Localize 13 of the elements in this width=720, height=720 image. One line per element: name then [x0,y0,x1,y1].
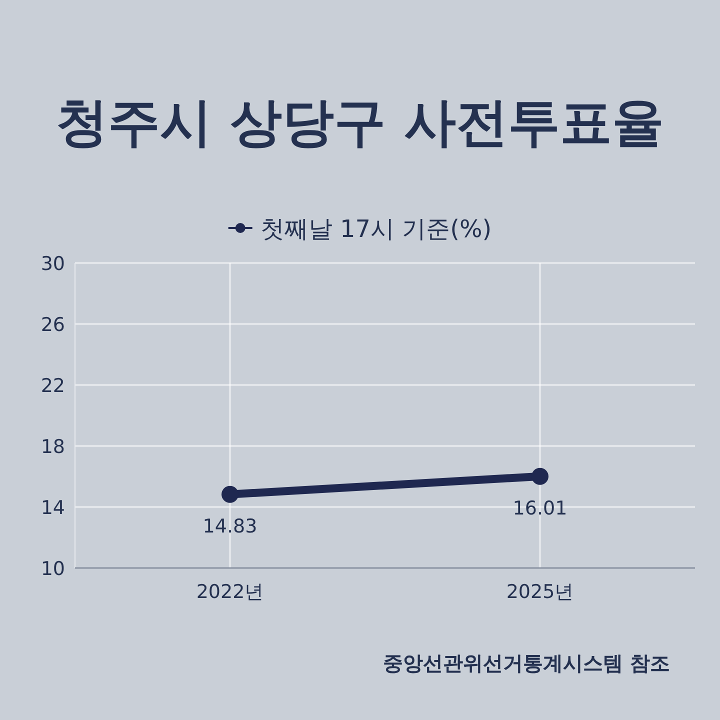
y-tick-label: 26 [40,314,65,336]
legend-label: 첫째날 17시 기준(%) [260,215,492,243]
y-tick-label: 10 [40,558,65,580]
x-tick-label: 2022년 [196,581,264,603]
chart-title: 청주시 상당구 사전투표율 [56,93,664,153]
data-label: 14.83 [202,515,258,538]
x-tick-label: 2025년 [506,581,574,603]
text: 중앙선관위선거통계시스템 참조 [383,651,670,675]
y-tick-label: 18 [40,436,65,458]
y-tick-label: 22 [40,375,65,397]
y-tick-label: 14 [40,497,65,519]
data-label: 16.01 [512,497,568,520]
y-tick-label: 30 [40,253,65,275]
